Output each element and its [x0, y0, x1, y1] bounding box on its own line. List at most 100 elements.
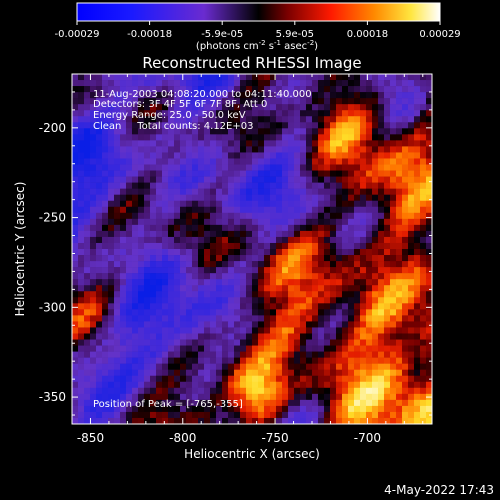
- heatmap-cell: [372, 98, 379, 105]
- heatmap-cell: [426, 188, 433, 195]
- heatmap-cell: [84, 297, 91, 304]
- heatmap-cell: [372, 411, 379, 419]
- heatmap-cell: [72, 152, 79, 159]
- heatmap-cell: [294, 200, 301, 208]
- heatmap-cell: [108, 182, 115, 189]
- heatmap-cell: [360, 194, 367, 202]
- heatmap-cell: [132, 176, 139, 183]
- heatmap-cell: [138, 80, 145, 87]
- heatmap-cell: [240, 399, 247, 407]
- heatmap-cell: [408, 411, 415, 419]
- heatmap-cell: [120, 393, 127, 401]
- heatmap-cell: [366, 152, 373, 159]
- heatmap-cell: [366, 140, 373, 147]
- heatmap-cell: [180, 357, 187, 364]
- heatmap-cell: [102, 309, 109, 316]
- heatmap-cell: [186, 236, 193, 244]
- heatmap-cell: [402, 381, 409, 389]
- heatmap-cell: [336, 387, 343, 395]
- heatmap-cell: [270, 104, 277, 111]
- heatmap-cell: [102, 188, 109, 195]
- heatmap-cell: [300, 327, 307, 334]
- heatmap-cell: [180, 297, 187, 304]
- heatmap-cell: [396, 182, 403, 189]
- heatmap-cell: [276, 303, 283, 310]
- heatmap-cell: [330, 363, 337, 370]
- heatmap-cell: [138, 261, 145, 268]
- heatmap-cell: [216, 92, 223, 99]
- heatmap-cell: [408, 116, 415, 123]
- heatmap-cell: [234, 230, 241, 238]
- heatmap-cell: [234, 339, 241, 346]
- heatmap-cell: [168, 74, 175, 81]
- heatmap-cell: [282, 309, 289, 316]
- heatmap-cell: [354, 116, 361, 123]
- heatmap-cell: [114, 182, 121, 189]
- heatmap-cell: [330, 146, 337, 153]
- heatmap-cell: [96, 297, 103, 304]
- heatmap-cell: [276, 399, 283, 407]
- heatmap-cell: [228, 152, 235, 159]
- heatmap-cell: [390, 381, 397, 389]
- heatmap-cell: [126, 206, 133, 214]
- heatmap-cell: [336, 110, 343, 117]
- heatmap-cell: [300, 321, 307, 328]
- heatmap-cell: [342, 333, 349, 340]
- heatmap-cell: [246, 134, 253, 141]
- heatmap-cell: [336, 206, 343, 214]
- heatmap-cell: [264, 351, 271, 358]
- heatmap-cell: [96, 170, 103, 177]
- heatmap-cell: [132, 303, 139, 310]
- heatmap-cell: [420, 200, 427, 208]
- heatmap-cell: [144, 86, 151, 93]
- heatmap-cell: [264, 92, 271, 99]
- heatmap-cell: [306, 116, 313, 123]
- heatmap-cell: [180, 303, 187, 310]
- heatmap-cell: [360, 200, 367, 208]
- heatmap-cell: [168, 363, 175, 370]
- heatmap-cell: [342, 249, 349, 256]
- heatmap-cell: [396, 363, 403, 370]
- heatmap-cell: [108, 140, 115, 147]
- heatmap-cell: [336, 164, 343, 171]
- heatmap-cell: [132, 188, 139, 195]
- heatmap-cell: [216, 363, 223, 370]
- heatmap-cell: [156, 86, 163, 93]
- heatmap-cell: [318, 176, 325, 183]
- heatmap-cell: [240, 110, 247, 117]
- heatmap-cell: [180, 110, 187, 117]
- heatmap-cell: [312, 98, 319, 105]
- heatmap-cell: [168, 218, 175, 226]
- heatmap-cell: [228, 182, 235, 189]
- heatmap-cell: [132, 164, 139, 171]
- heatmap-cell: [192, 80, 199, 87]
- heatmap-cell: [348, 417, 355, 425]
- heatmap-cell: [138, 110, 145, 117]
- heatmap-cell: [300, 230, 307, 238]
- heatmap-cell: [78, 152, 85, 159]
- heatmap-cell: [114, 369, 121, 377]
- heatmap-cell: [126, 98, 133, 105]
- heatmap-cell: [372, 327, 379, 334]
- heatmap-cell: [258, 110, 265, 117]
- heatmap-cell: [420, 206, 427, 214]
- heatmap-cell: [138, 230, 145, 238]
- heatmap-cell: [144, 279, 151, 286]
- heatmap-cell: [330, 242, 337, 250]
- heatmap-cell: [204, 188, 211, 195]
- heatmap-cell: [144, 417, 151, 425]
- heatmap-cell: [192, 164, 199, 171]
- heatmap-cell: [378, 387, 385, 395]
- heatmap-cell: [312, 351, 319, 358]
- heatmap-cell: [222, 206, 229, 214]
- heatmap-cell: [360, 218, 367, 226]
- heatmap-cell: [132, 333, 139, 340]
- heatmap-cell: [84, 176, 91, 183]
- heatmap-cell: [282, 255, 289, 262]
- heatmap-cell: [156, 315, 163, 322]
- heatmap-cell: [138, 164, 145, 171]
- heatmap-cell: [258, 249, 265, 256]
- colorbar: [76, 2, 441, 22]
- heatmap-cell: [222, 381, 229, 389]
- heatmap-cell: [102, 249, 109, 256]
